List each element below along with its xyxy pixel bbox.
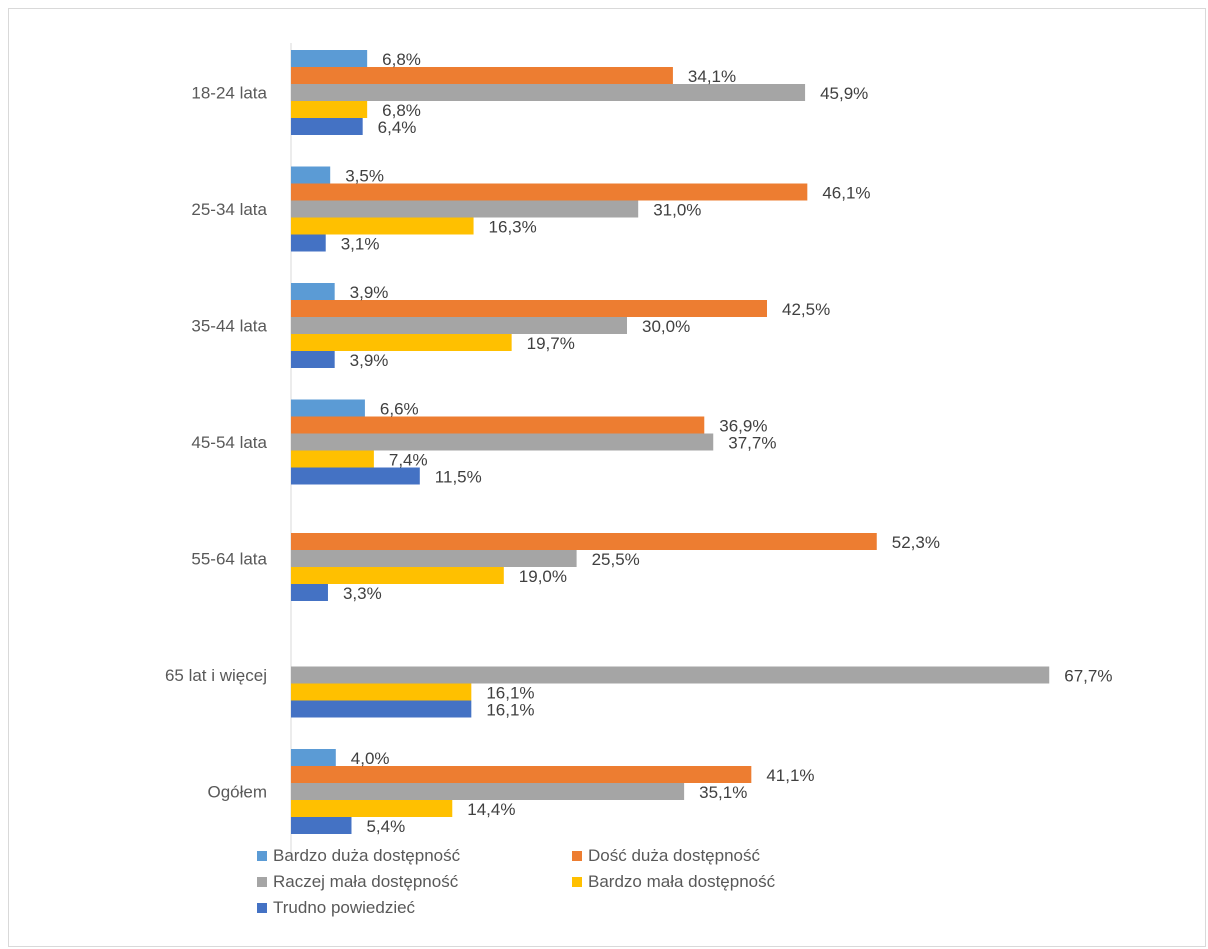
bar [291,118,363,135]
bar [291,166,331,184]
data-label: 34,1% [688,67,736,86]
data-label: 3,1% [341,235,380,254]
data-label: 7,4% [389,451,428,470]
chart-frame: 18-24 lata 25-34 lata 35-44 lata 45-54 lata… [8,8,1206,947]
legend-swatch [257,877,267,887]
data-label: 30,0% [642,317,690,336]
bar [291,533,877,550]
data-label: 42,5% [782,300,830,319]
data-label: 31,0% [653,201,701,220]
legend-swatch [257,851,267,861]
bar [291,450,374,468]
data-label: 25,5% [592,550,640,569]
category-label: 55-64 lata [191,550,267,569]
bar [291,67,673,84]
bar [291,800,453,817]
data-label: 67,7% [1064,667,1112,686]
bars-layer [291,50,1050,834]
data-label: 3,3% [343,584,382,603]
category-label: 25-34 lata [191,200,267,219]
legend-entry: Raczej mała dostępność [273,872,459,891]
legend: Bardzo duża dostępność Dość duża dostępno… [257,846,776,917]
labels-layer: 6,8%34,1%45,9%6,8%6,4%3,5%46,1%31,0%16,3… [341,50,1113,836]
bar [291,700,472,718]
data-label: 36,9% [719,417,767,436]
data-label: 16,1% [486,701,534,720]
bar-chart: 18-24 lata 25-34 lata 35-44 lata 45-54 lata… [165,43,1113,917]
bar [291,217,474,235]
data-label: 6,6% [380,400,419,419]
bar [291,433,714,451]
category-label: 35-44 lata [191,317,267,336]
legend-entry: Dość duża dostępność [588,846,760,865]
data-label: 16,3% [489,218,537,237]
bar [291,50,368,67]
data-label: 6,8% [382,101,421,120]
data-label: 11,5% [435,468,482,487]
legend-swatch [572,851,582,861]
legend-entry: Bardzo duża dostępność [273,846,461,865]
data-label: 6,8% [382,50,421,69]
bar [291,766,752,783]
bar [291,101,368,118]
bar [291,567,504,584]
data-label: 16,1% [486,684,534,703]
bar [291,183,808,201]
category-label: 45-54 lata [191,433,267,452]
bar [291,200,639,218]
data-label: 45,9% [820,84,868,103]
bar [291,550,577,567]
bar [291,317,627,334]
data-label: 3,9% [350,283,389,302]
legend-swatch [257,903,267,913]
data-label: 3,9% [350,351,389,370]
bar [291,351,335,368]
axis-layer: 18-24 lata 25-34 lata 35-44 lata 45-54 lata… [165,43,292,856]
legend-swatch [572,877,582,887]
data-label: 46,1% [822,184,870,203]
bar [291,416,705,434]
data-label: 37,7% [728,434,776,453]
data-label: 6,4% [378,118,417,137]
bar [291,399,365,417]
bar [291,334,512,351]
category-label: 18-24 lata [191,84,267,103]
bar [291,584,328,601]
bar [291,783,685,800]
bar [291,749,336,766]
bar [291,817,352,834]
category-label: Ogółem [207,783,267,802]
bar [291,234,326,252]
bar [291,683,472,701]
data-label: 5,4% [366,817,405,836]
bar [291,467,420,485]
data-label: 14,4% [467,800,515,819]
data-label: 19,0% [519,567,567,586]
data-label: 41,1% [766,766,814,785]
data-label: 4,0% [351,749,390,768]
category-label: 65 lat i więcej [165,666,267,685]
bar [291,84,806,101]
bar [291,283,335,300]
legend-entry: Bardzo mała dostępność [588,872,776,891]
data-label: 52,3% [892,533,940,552]
legend-entry: Trudno powiedzieć [273,898,416,917]
data-label: 3,5% [345,167,384,186]
bar [291,666,1050,684]
data-label: 35,1% [699,783,747,802]
bar [291,300,767,317]
data-label: 19,7% [527,334,575,353]
